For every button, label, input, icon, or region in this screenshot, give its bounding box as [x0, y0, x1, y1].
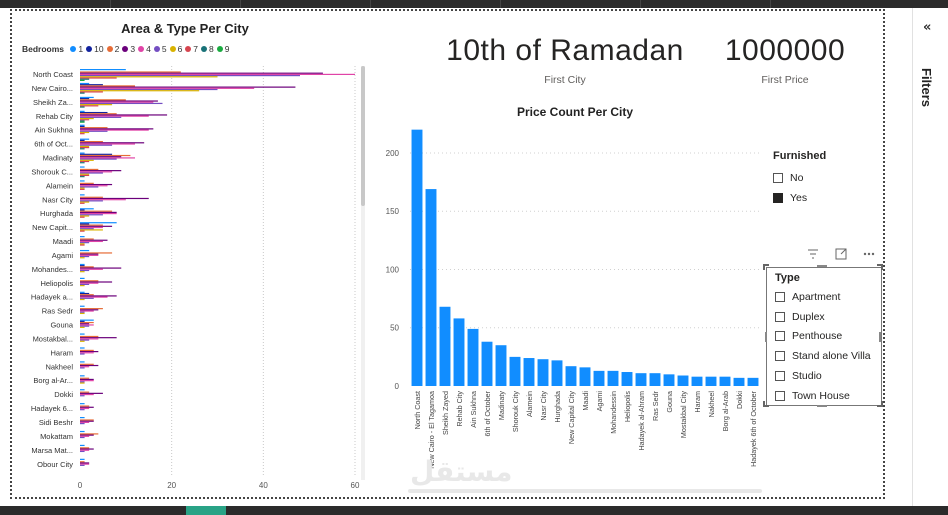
legend-label: 3 [130, 44, 136, 54]
type-option-apartment[interactable]: Apartment [775, 287, 881, 307]
type-option-label: Stand alone Villa [792, 350, 871, 363]
first-price-value: 1000000 [724, 34, 846, 67]
legend-dot-icon [185, 46, 192, 52]
checkbox-checked-icon[interactable] [773, 193, 783, 203]
legend-label: 9 [224, 44, 230, 54]
visual-header [806, 248, 876, 263]
resize-handle-corner[interactable] [877, 401, 883, 407]
resize-handle-edge[interactable] [817, 265, 827, 267]
legend-item[interactable]: 4 [138, 44, 151, 54]
first-city-label: First City [544, 74, 586, 86]
type-slicer: Type Apartment Duplex Penthouse Stand al… [766, 267, 882, 406]
legend-label: 10 [94, 44, 104, 54]
type-slicer-title: Type [775, 272, 800, 284]
resize-handle-edge[interactable] [817, 405, 827, 407]
furnished-option-yes[interactable]: Yes [773, 188, 826, 208]
legend-dot-icon [216, 46, 223, 52]
resize-handle-corner[interactable] [877, 264, 883, 270]
legend-label: 4 [146, 44, 151, 54]
legend-label: 6 [177, 44, 183, 54]
price-chart-title: Price Count Per City [516, 105, 634, 119]
filter-icon[interactable] [806, 248, 820, 263]
type-option-studio[interactable]: Studio [775, 366, 881, 386]
filters-pane-label[interactable]: Filters [919, 68, 934, 108]
legend-dot-icon [122, 46, 129, 52]
watermark-logo: مستقل [410, 455, 513, 488]
furnished-slicer-title: Furnished [773, 150, 827, 162]
double-chevron-left-icon[interactable]: « [923, 20, 932, 35]
legend-label: 1 [78, 44, 84, 54]
legend-dot-icon [201, 46, 208, 52]
checkbox-icon[interactable] [775, 331, 785, 342]
first-city-value: 10th of Ramadan [446, 34, 684, 67]
resize-handle-edge[interactable] [765, 332, 767, 342]
legend-item[interactable]: 7 [185, 44, 198, 54]
type-option-label: Penthouse [792, 330, 843, 343]
legend-item[interactable]: 1 [70, 44, 83, 54]
legend-label: 5 [161, 44, 167, 54]
type-option-duplex[interactable]: Duplex [775, 307, 881, 327]
resize-handle-corner[interactable] [763, 264, 769, 270]
legend-label: 2 [114, 44, 120, 54]
first-price-card: 1000000 First Price [700, 34, 870, 86]
area-chart-scrollbar-track[interactable] [361, 66, 365, 480]
legend-dot-icon [70, 46, 77, 52]
checkbox-icon[interactable] [775, 371, 785, 382]
bedrooms-legend: Bedrooms 1 10 2 3 4 5 6 7 8 9 [22, 44, 233, 54]
furnished-option-label: Yes [790, 192, 808, 204]
page-tab-active[interactable] [186, 506, 226, 515]
checkbox-icon[interactable] [775, 390, 785, 401]
legend-item[interactable]: 9 [216, 44, 230, 54]
furnished-option-no[interactable]: No [773, 168, 826, 188]
checkbox-icon[interactable] [773, 173, 783, 183]
resize-handle-edge[interactable] [879, 332, 881, 342]
type-option-label: Apartment [792, 290, 841, 303]
checkbox-icon[interactable] [775, 311, 785, 322]
type-option-label: Town House [792, 389, 850, 402]
legend-dot-icon [169, 46, 176, 52]
legend-dot-icon [153, 46, 160, 52]
legend-dot-icon [106, 46, 113, 52]
report-canvas [10, 9, 885, 499]
first-price-label: First Price [761, 74, 809, 86]
legend-item[interactable]: 6 [169, 44, 183, 54]
legend-item[interactable]: 5 [153, 44, 167, 54]
legend-dot-icon [138, 46, 145, 52]
checkbox-icon[interactable] [775, 291, 785, 302]
bottom-status-bar [0, 506, 948, 515]
first-city-card: 10th of Ramadan First City [440, 34, 690, 86]
furnished-option-label: No [790, 172, 804, 184]
furnished-slicer: Furnished No Yes [773, 150, 826, 208]
legend-item[interactable]: 10 [86, 44, 104, 54]
checkbox-icon[interactable] [775, 351, 785, 362]
area-chart-title: Area & Type Per City [121, 21, 249, 36]
area-chart-scrollbar-thumb[interactable] [361, 66, 365, 206]
more-options-icon[interactable] [862, 248, 876, 263]
focus-mode-icon[interactable] [834, 248, 848, 263]
resize-handle-corner[interactable] [763, 401, 769, 407]
type-option-penthouse[interactable]: Penthouse [775, 327, 881, 347]
legend-label: 7 [193, 44, 199, 54]
top-toolbar-strip [0, 0, 948, 8]
filters-pane[interactable]: « Filters [912, 8, 948, 506]
legend-item[interactable]: 3 [122, 44, 135, 54]
type-option-town-house[interactable]: Town House [775, 386, 881, 406]
type-option-label: Studio [792, 370, 822, 383]
legend-item[interactable]: 8 [201, 44, 214, 54]
legend-label: 8 [209, 44, 214, 54]
type-option-stand-alone-villa[interactable]: Stand alone Villa [775, 346, 881, 366]
legend-item[interactable]: 2 [106, 44, 120, 54]
legend-dot-icon [86, 46, 93, 52]
legend-title: Bedrooms [22, 44, 65, 54]
price-chart-scrollbar[interactable] [408, 489, 762, 493]
type-option-label: Duplex [792, 310, 825, 323]
